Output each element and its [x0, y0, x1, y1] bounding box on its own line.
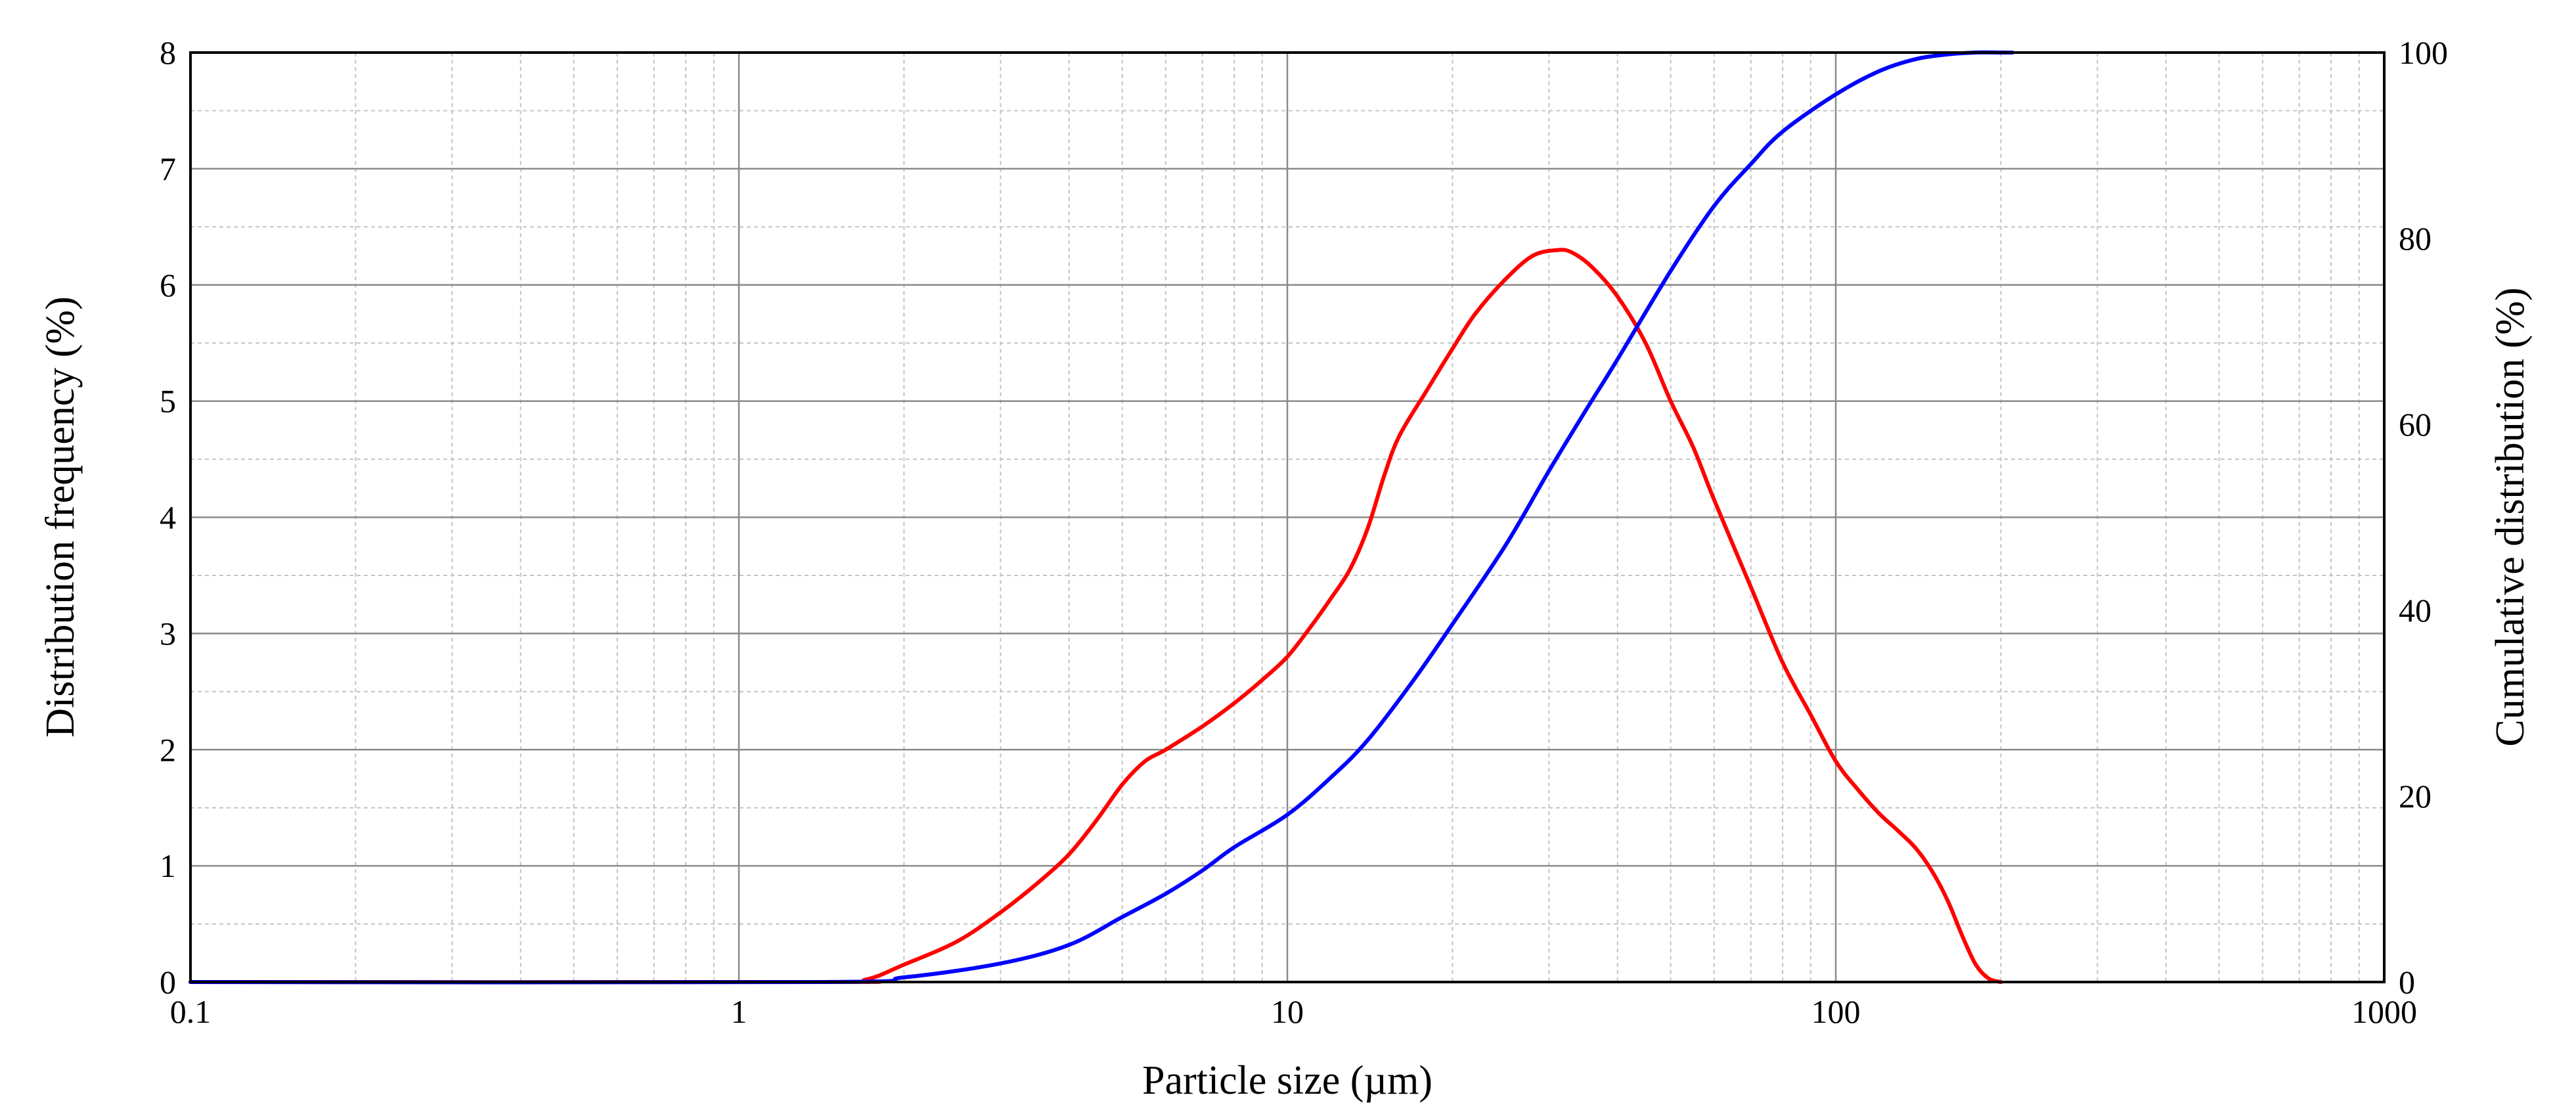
y-right-tick-label: 60	[2399, 406, 2432, 443]
x-tick-label: 1000	[2351, 993, 2417, 1030]
y-left-tick-label: 5	[160, 383, 176, 420]
plot-frame	[189, 51, 2386, 983]
y-right-tick-label: 40	[2399, 592, 2432, 629]
y-right-axis-ticks: 0 20 40 60 80 100	[2399, 34, 2448, 1000]
distribution-frequency-line	[189, 248, 2003, 985]
series-layer	[189, 50, 2015, 985]
y-left-tick-label: 7	[160, 150, 176, 187]
y-right-tick-label: 100	[2399, 34, 2448, 71]
x-tick-label: 1	[731, 993, 747, 1030]
y-right-axis-title: Cumulative distribution (%)	[2488, 287, 2533, 746]
y-left-tick-label: 8	[160, 34, 176, 71]
y-left-tick-label: 1	[160, 847, 176, 884]
y-left-axis-ticks: 0 1 2 3 4 5 6 7 8	[160, 34, 176, 1000]
y-right-tick-label: 0	[2399, 964, 2415, 1000]
y-left-tick-label: 2	[160, 731, 176, 768]
x-tick-label: 0.1	[170, 993, 211, 1030]
y-left-tick-label: 4	[160, 499, 176, 536]
cumulative-distribution-line	[189, 50, 2015, 985]
major-grid	[189, 51, 2386, 983]
x-tick-label: 10	[1271, 993, 1304, 1030]
x-axis-ticks: 0.1 1 10 100 1000	[170, 993, 2417, 1030]
x-axis-title: Particle size (µm)	[1142, 1058, 1432, 1103]
y-right-tick-label: 20	[2399, 778, 2432, 815]
y-left-tick-label: 3	[160, 615, 176, 652]
y-left-axis-title: Distribution frequency (%)	[38, 296, 83, 737]
x-tick-label: 100	[1811, 993, 1861, 1030]
y-left-tick-label: 0	[160, 964, 176, 1000]
y-left-tick-label: 6	[160, 267, 176, 303]
y-right-tick-label: 80	[2399, 220, 2432, 257]
